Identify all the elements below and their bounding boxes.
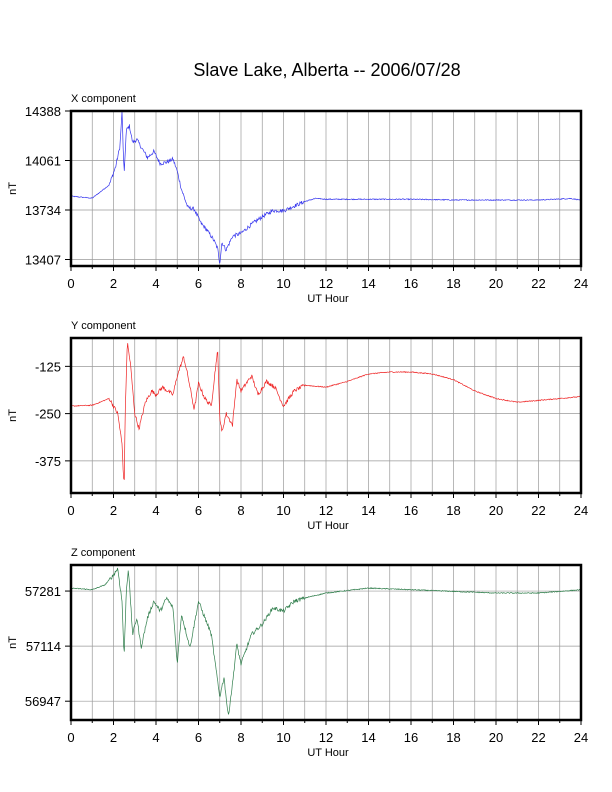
x-tick-label: 8 <box>237 276 244 291</box>
x-tick-label: 18 <box>446 276 460 291</box>
x-tick-label: 16 <box>404 730 418 745</box>
x-tick-label: 4 <box>152 730 159 745</box>
y-tick-label: -375 <box>35 454 61 469</box>
y-tick-label: 14061 <box>25 153 61 168</box>
x-tick-label: 10 <box>276 276 290 291</box>
x-tick-label: 12 <box>319 730 333 745</box>
y-axis-label: nT <box>7 409 19 422</box>
x-tick-label: 22 <box>531 730 545 745</box>
x-tick-label: 6 <box>195 503 202 518</box>
panel-title-x: X component <box>71 93 136 105</box>
x-tick-label: 20 <box>489 276 503 291</box>
x-tick-label: 12 <box>319 276 333 291</box>
x-tick-label: 0 <box>67 730 74 745</box>
data-line-z <box>70 567 582 715</box>
data-line-y <box>70 343 582 480</box>
y-axis-label: nT <box>7 636 19 649</box>
data-line-x <box>70 110 582 264</box>
x-tick-label: 14 <box>361 730 375 745</box>
x-axis-label: UT Hour <box>307 520 349 532</box>
x-tick-label: 4 <box>152 276 159 291</box>
x-tick-label: 24 <box>574 730 588 745</box>
x-tick-label: 4 <box>152 503 159 518</box>
x-tick-label: 12 <box>319 503 333 518</box>
x-tick-label: 18 <box>446 730 460 745</box>
x-tick-label: 24 <box>574 503 588 518</box>
x-axis-label: UT Hour <box>307 293 349 305</box>
x-tick-label: 22 <box>531 503 545 518</box>
x-tick-label: 14 <box>361 276 375 291</box>
y-tick-label: 56947 <box>25 694 61 709</box>
x-tick-label: 0 <box>67 503 74 518</box>
y-tick-label: -250 <box>35 407 61 422</box>
x-tick-label: 10 <box>276 730 290 745</box>
x-tick-label: 10 <box>276 503 290 518</box>
x-tick-label: 14 <box>361 503 375 518</box>
x-tick-label: 8 <box>237 730 244 745</box>
x-tick-label: 2 <box>110 503 117 518</box>
x-tick-label: 16 <box>404 276 418 291</box>
x-tick-label: 22 <box>531 276 545 291</box>
y-tick-label: 57114 <box>26 639 61 654</box>
x-tick-label: 20 <box>489 503 503 518</box>
x-tick-label: 0 <box>67 276 74 291</box>
x-tick-label: 16 <box>404 503 418 518</box>
x-tick-label: 8 <box>237 503 244 518</box>
y-tick-label: -125 <box>35 359 61 374</box>
x-tick-label: 6 <box>195 276 202 291</box>
panel-x: 0 2 4 6 8 10 12 14 16 18 20 22 241340713734140611438… <box>7 93 588 305</box>
x-tick-label: 6 <box>195 730 202 745</box>
x-tick-label: 18 <box>446 503 460 518</box>
x-tick-label: 2 <box>110 730 117 745</box>
y-tick-label: 57281 <box>25 584 61 599</box>
y-tick-label: 13734 <box>25 203 61 218</box>
x-tick-label: 20 <box>489 730 503 745</box>
panel-title-z: Z component <box>71 547 135 559</box>
panel-title-y: Y component <box>71 320 136 332</box>
x-tick-label: 24 <box>574 276 588 291</box>
chart-title: Slave Lake, Alberta -- 2006/07/28 <box>193 60 460 80</box>
y-tick-label: 14388 <box>25 104 61 119</box>
x-axis-label: UT Hour <box>307 747 349 759</box>
y-tick-label: 13407 <box>25 252 61 267</box>
x-tick-label: 2 <box>110 276 117 291</box>
y-axis-label: nT <box>7 182 19 195</box>
